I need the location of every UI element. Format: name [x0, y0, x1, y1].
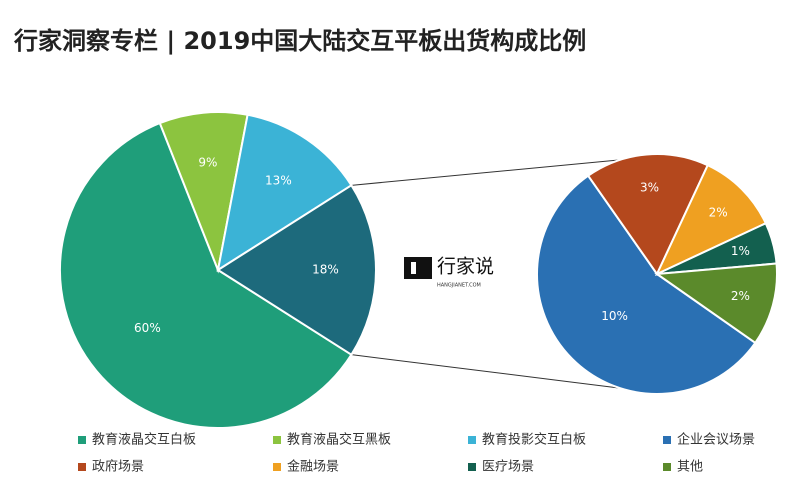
logo-icon — [404, 257, 432, 279]
legend-label: 教育液晶交互白板 — [92, 432, 196, 448]
pie-slice — [654, 163, 768, 277]
data-label: 9% — [198, 156, 217, 170]
pie-slice — [654, 262, 778, 345]
data-label: 2% — [731, 289, 750, 303]
connector-line — [351, 159, 620, 186]
pie-slice — [158, 111, 249, 274]
legend-marker — [78, 436, 86, 444]
logo-icon-cut — [411, 262, 416, 274]
data-label: 2% — [709, 205, 728, 219]
legend-marker — [663, 463, 671, 471]
legend-marker — [273, 436, 281, 444]
logo-site: HANGJIANET.COM — [437, 283, 481, 289]
logo-name: 行家说 — [437, 256, 494, 278]
data-label: 1% — [731, 244, 750, 258]
legend-label: 企业会议场景 — [677, 432, 755, 448]
pie-slice — [536, 174, 757, 395]
legend-label: 其他 — [677, 460, 703, 475]
data-label: 10% — [601, 309, 628, 323]
legend-marker — [273, 463, 281, 471]
data-label: 13% — [265, 174, 292, 188]
data-label: 3% — [640, 180, 659, 194]
pie-slice — [216, 113, 353, 273]
data-label: 60% — [134, 321, 161, 335]
pie-slice — [59, 121, 353, 429]
pie-slice — [216, 183, 377, 357]
connector-line — [351, 354, 620, 389]
legend-label: 教育投影交互白板 — [482, 432, 586, 448]
legend-marker — [78, 463, 86, 471]
chart-title: 行家洞察专栏 | 2019中国大陆交互平板出货构成比例 — [13, 27, 586, 55]
legend-label: 教育液晶交互黑板 — [287, 432, 391, 448]
legend-label: 政府场景 — [92, 460, 144, 475]
legend-marker — [663, 436, 671, 444]
logo: 行家说 HANGJIANET.COM — [404, 256, 494, 289]
pie-slice — [586, 153, 710, 276]
legend-label: 医疗场景 — [482, 460, 534, 475]
legend-marker — [468, 463, 476, 471]
legend-marker — [468, 436, 476, 444]
data-label: 18% — [312, 263, 339, 277]
legend-label: 金融场景 — [287, 459, 339, 475]
